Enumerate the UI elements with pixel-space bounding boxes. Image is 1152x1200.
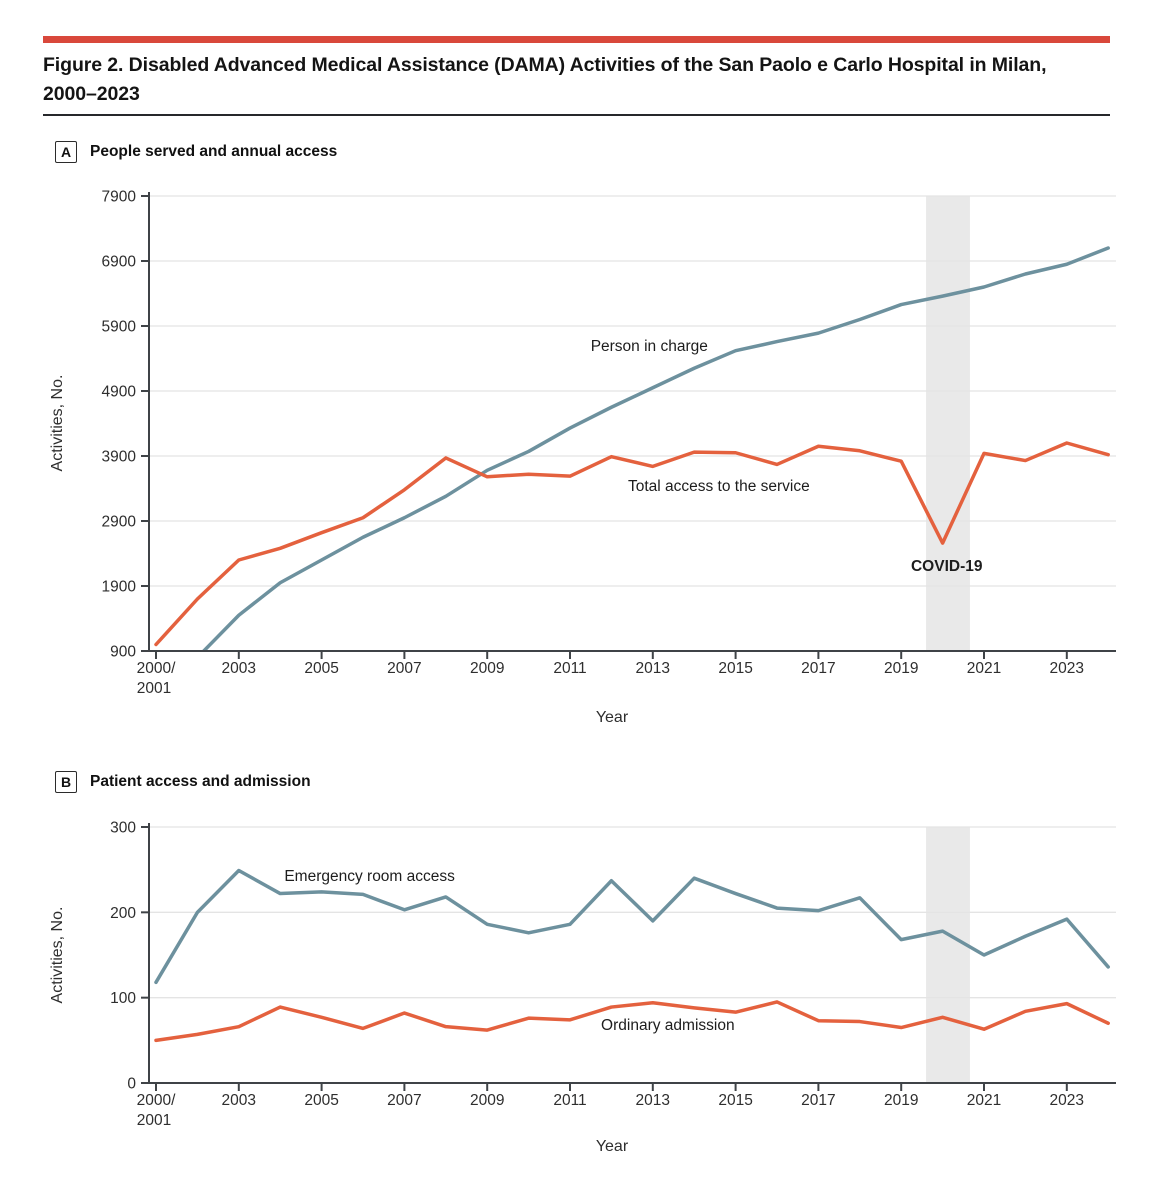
x-tick-label: 2007 [387, 660, 421, 677]
covid-band [926, 827, 970, 1083]
panel-a-title: People served and annual access [90, 143, 338, 160]
x-tick-label: 2001 [137, 680, 171, 697]
x-tick-label: 2015 [718, 660, 752, 677]
x-axis-title: Year [596, 709, 629, 726]
y-tick-label: 4900 [102, 384, 137, 401]
x-tick-label: 2017 [801, 660, 835, 677]
y-tick-label: 6900 [102, 254, 137, 271]
person-in-charge-label: Person in charge [591, 338, 708, 355]
x-tick-label: 2023 [1050, 1092, 1084, 1109]
ordinary-admission-label: Ordinary admission [601, 1017, 735, 1034]
figure-accent-bar [43, 36, 1110, 43]
person-in-charge-line [201, 246, 1110, 651]
y-tick-label: 300 [110, 820, 136, 837]
x-tick-label: 2009 [470, 660, 504, 677]
x-tick-label: 2011 [553, 660, 586, 677]
y-tick-label: 5900 [102, 319, 137, 336]
x-tick-label: 2021 [967, 1092, 1001, 1109]
y-tick-label: 7900 [102, 189, 137, 206]
figure-title-line1: Figure 2. Disabled Advanced Medical Assi… [43, 54, 1047, 76]
panel-a-header: A People served and annual access [55, 141, 337, 163]
x-tick-label: 2013 [636, 1092, 670, 1109]
x-tick-label: 2003 [222, 660, 256, 677]
x-tick-label: 2005 [304, 1092, 338, 1109]
panel-b-header: B Patient access and admission [55, 771, 311, 793]
x-tick-label: 2005 [304, 660, 338, 677]
x-tick-label: 2007 [387, 1092, 421, 1109]
y-tick-label: 200 [110, 905, 136, 922]
total-access-to-the-service-line [154, 441, 1110, 647]
panel-a-tag: A [55, 141, 77, 163]
x-axis-title: Year [596, 1138, 629, 1155]
x-tick-label: 2021 [967, 660, 1001, 677]
x-tick-label: 2011 [553, 1092, 586, 1109]
emergency-room-access-label: Emergency room access [284, 868, 455, 885]
panel-b-title: Patient access and admission [90, 773, 311, 790]
x-tick-label: 2023 [1050, 660, 1084, 677]
x-tick-label: 2017 [801, 1092, 835, 1109]
y-tick-label: 1900 [102, 579, 137, 596]
y-tick-label: 0 [127, 1076, 136, 1093]
x-tick-label: 2019 [884, 1092, 918, 1109]
y-tick-label: 3900 [102, 449, 137, 466]
x-tick-label: 2019 [884, 660, 918, 677]
x-tick-label: 2015 [718, 1092, 752, 1109]
y-tick-label: 100 [110, 990, 136, 1007]
panel-b-tag: B [55, 771, 77, 793]
y-tick-label: 900 [110, 644, 136, 661]
total-access-to-the-service-label: Total access to the service [628, 478, 810, 495]
y-axis-title: Activities, No. [49, 907, 66, 1004]
emergency-room-access-line [154, 868, 1110, 985]
x-tick-label: 2009 [470, 1092, 504, 1109]
figure-title: Figure 2. Disabled Advanced Medical Assi… [43, 51, 1115, 109]
x-tick-label: 2013 [636, 660, 670, 677]
covid-19-label: COVID-19 [911, 558, 983, 575]
ordinary-admission-line [154, 1000, 1110, 1043]
x-tick-label: 2003 [222, 1092, 256, 1109]
covid-band [926, 196, 970, 651]
x-tick-label: 2000/ [137, 1092, 176, 1109]
figure-title-line2: 2000–2023 [43, 83, 140, 105]
x-tick-label: 2000/ [137, 660, 176, 677]
y-axis-title: Activities, No. [49, 375, 66, 472]
y-tick-label: 2900 [102, 514, 137, 531]
x-tick-label: 2001 [137, 1112, 171, 1129]
title-divider [43, 114, 1110, 116]
